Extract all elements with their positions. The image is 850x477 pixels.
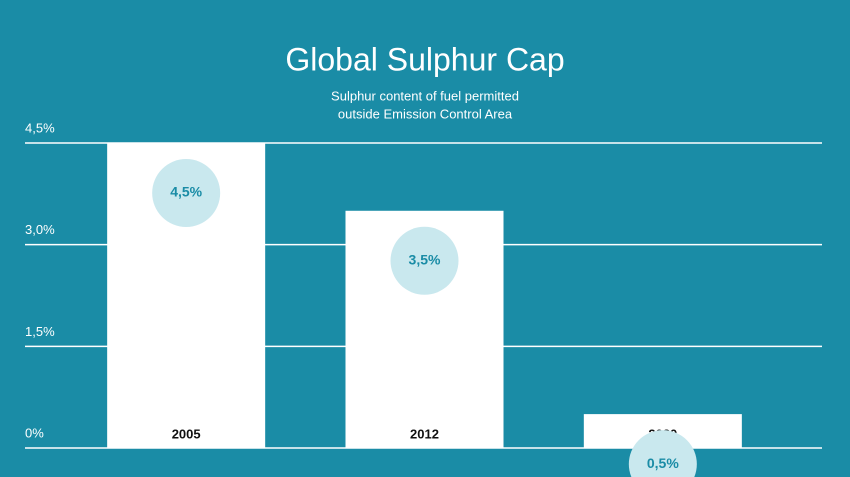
value-badge bbox=[628, 430, 697, 477]
y-tick-label: 0% bbox=[25, 425, 44, 440]
y-tick-label: 3,0% bbox=[25, 222, 55, 237]
y-tick-label: 4,5% bbox=[25, 120, 55, 135]
chart-title: Global Sulphur Cap bbox=[285, 41, 564, 77]
value-label: 0,5% bbox=[647, 455, 679, 471]
value-badge bbox=[390, 226, 459, 295]
value-label: 3,5% bbox=[409, 251, 441, 267]
chart-subtitle: outside Emission Control Area bbox=[338, 106, 513, 121]
value-label: 4,5% bbox=[170, 184, 202, 200]
y-tick-label: 1,5% bbox=[25, 324, 55, 339]
x-tick-label: 2005 bbox=[172, 426, 201, 441]
chart-subtitle: Sulphur content of fuel permitted bbox=[331, 88, 519, 103]
x-tick-label: 2012 bbox=[410, 426, 439, 441]
value-badge bbox=[152, 159, 221, 227]
